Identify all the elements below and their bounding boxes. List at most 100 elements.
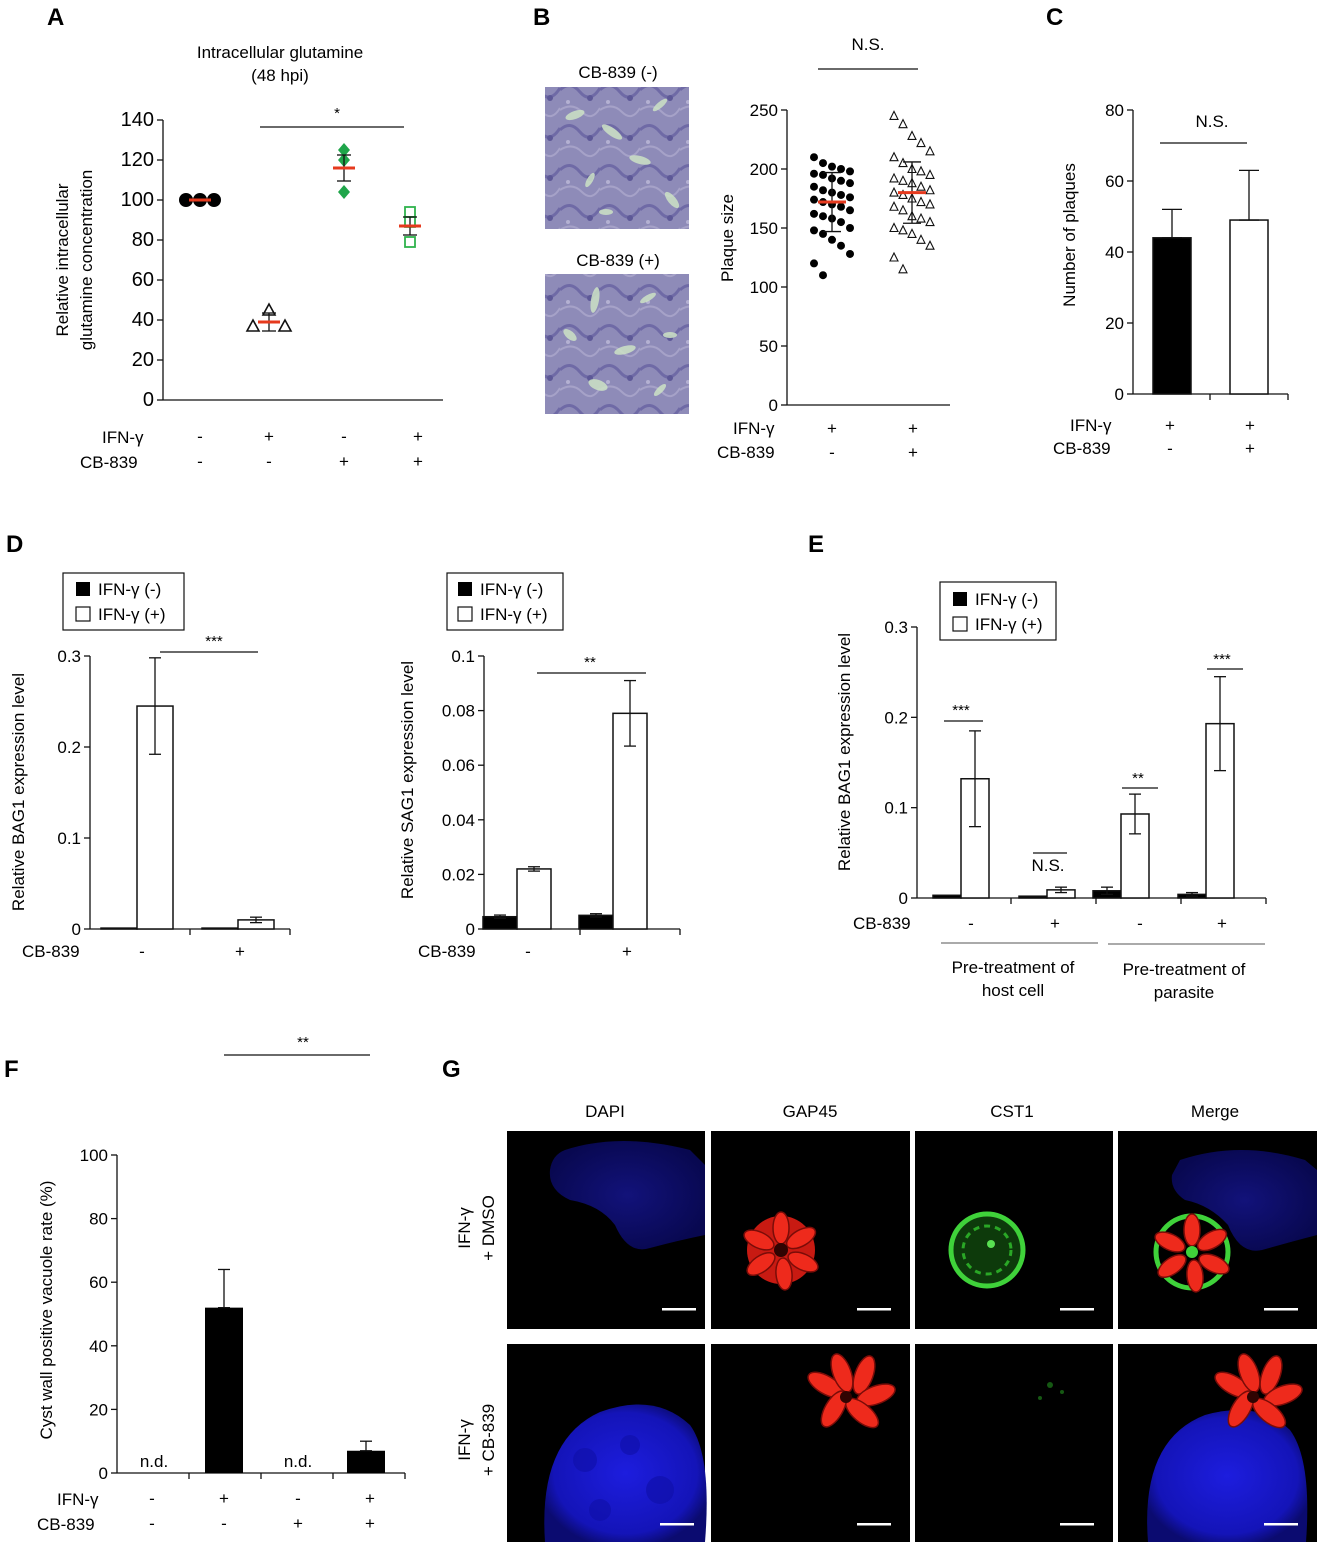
data-point — [916, 165, 926, 176]
y-tick-label: 20 — [89, 1400, 108, 1419]
data-point — [819, 159, 827, 168]
panel-d-right-cb-sign: - — [525, 942, 531, 961]
data-point — [889, 251, 899, 262]
scale-bar — [1264, 1523, 1298, 1526]
panel-letter-a: A — [47, 4, 64, 31]
y-tick-label: 200 — [750, 160, 778, 179]
data-point — [404, 206, 416, 218]
legend-swatch-black — [458, 582, 472, 596]
data-point — [837, 218, 845, 227]
data-point — [916, 196, 926, 207]
panel-d-left-legend: IFN-γ (-) IFN-γ (+) — [62, 572, 185, 631]
panel-f-significance-visible: ** — [297, 1034, 309, 1051]
panel-e-cb-sign: - — [968, 914, 974, 933]
data-point — [898, 175, 908, 185]
panel-g: G DAPI GAP45 CST1 Merge IFN-γ + DMSO IFN… — [442, 1056, 1317, 1542]
data-point — [925, 198, 935, 209]
panel-d-right-ylabel: Relative SAG1 expression level — [398, 661, 417, 899]
y-tick-label: 0.2 — [884, 708, 908, 727]
panel-a-significance: * — [334, 105, 340, 122]
data-point — [898, 118, 908, 129]
panel-a-ifn-signs: - + - + — [197, 427, 423, 446]
sag1-bar — [612, 712, 648, 930]
y-tick-label: 40 — [132, 309, 154, 331]
micrograph-dapi-cb839 — [507, 1344, 707, 1542]
panel-c-significance: N.S. — [1195, 112, 1228, 131]
panel-b-cb-sign: - — [829, 443, 835, 462]
legend-swatch-black — [953, 592, 967, 606]
panel-letter-f: F — [4, 1056, 19, 1083]
panel-a-ifn-sign: - — [197, 427, 203, 446]
panel-b-ifn-sign: + — [827, 419, 837, 438]
data-point — [245, 318, 261, 332]
panel-e-significance: *** — [1213, 651, 1231, 668]
panel-b-image-label-bottom: CB-839 (+) — [576, 251, 660, 270]
data-point — [889, 172, 899, 183]
y-tick-label: 40 — [1105, 243, 1124, 262]
panel-b-ifn-label: IFN-γ — [733, 419, 775, 438]
panel-f-ifn-sign: + — [365, 1489, 375, 1508]
panel-d-left-plot: 0 0.1 0.2 0.3 — [57, 647, 291, 939]
data-point — [837, 165, 845, 173]
plaque-image-cb839-plus — [545, 274, 689, 414]
panel-e-significance: N.S. — [1031, 856, 1064, 875]
panel-f-cb-sign: - — [221, 1514, 227, 1533]
panel-d-right-significance: ** — [584, 654, 596, 671]
legend-ifn-plus: IFN-γ (+) — [975, 615, 1043, 634]
micrograph-cst1-cb839 — [915, 1344, 1113, 1542]
micrograph-merge-cb839 — [1118, 1344, 1317, 1542]
scale-bar — [857, 1523, 891, 1526]
y-tick-label: 20 — [1105, 314, 1124, 333]
y-tick-label: 40 — [89, 1337, 108, 1356]
panel-e-significance: ** — [1132, 770, 1144, 787]
panel-c-ifn-sign: + — [1245, 416, 1255, 435]
scale-bar — [662, 1308, 696, 1311]
data-point — [889, 186, 899, 197]
micrograph-gap45-dmso — [711, 1131, 910, 1329]
y-tick-label: 60 — [89, 1273, 108, 1292]
bag1-bar — [100, 927, 138, 930]
legend-ifn-minus: IFN-γ (-) — [975, 590, 1038, 609]
data-point — [338, 185, 350, 199]
data-point — [846, 167, 854, 176]
y-tick-label: 0.02 — [442, 865, 475, 884]
channel-label-gap45: GAP45 — [783, 1102, 838, 1121]
data-point — [819, 186, 827, 195]
legend-ifn-plus: IFN-γ (+) — [98, 605, 166, 624]
data-point — [916, 212, 926, 223]
legend-swatch-white — [952, 616, 968, 632]
panel-f-ifn-sign: - — [149, 1489, 155, 1508]
data-point — [916, 137, 926, 148]
data-point — [889, 151, 899, 162]
legend-ifn-minus: IFN-γ (-) — [98, 580, 161, 599]
panel-b-ifn-sign: + — [908, 419, 918, 438]
scale-bar — [1060, 1308, 1094, 1311]
panel-letter-b: B — [533, 4, 550, 31]
y-tick-label: 60 — [132, 269, 154, 291]
data-point — [819, 212, 827, 221]
panel-e-group2-line2: parasite — [1154, 983, 1214, 1002]
y-tick-label: 50 — [759, 337, 778, 356]
data-point — [828, 162, 836, 171]
data-point — [810, 259, 818, 268]
panel-f-ylabel: Cyst wall positive vacuole rate (%) — [37, 1181, 56, 1440]
plaque-image-cb839-minus — [545, 87, 689, 229]
panel-a-ifn-sign: - — [341, 427, 347, 446]
data-point — [907, 130, 917, 141]
data-point — [810, 226, 818, 235]
data-point — [925, 145, 935, 156]
panel-e-significance: *** — [952, 702, 970, 719]
y-tick-label: 0.1 — [57, 829, 81, 848]
y-tick-label: 80 — [1105, 101, 1124, 120]
panel-d-left-cb-label: CB-839 — [22, 942, 80, 961]
panel-d: D IFN-γ (-) IFN-γ (+) Relative BAG1 expr… — [6, 531, 681, 961]
plaque-clearings-top — [565, 98, 680, 215]
bar — [205, 1307, 243, 1473]
panel-f-cb-label: CB-839 — [37, 1515, 95, 1534]
data-point — [179, 193, 193, 207]
y-tick-label: 60 — [1105, 172, 1124, 191]
data-point — [846, 206, 854, 215]
data-point — [925, 239, 935, 250]
scale-bar — [857, 1308, 891, 1311]
